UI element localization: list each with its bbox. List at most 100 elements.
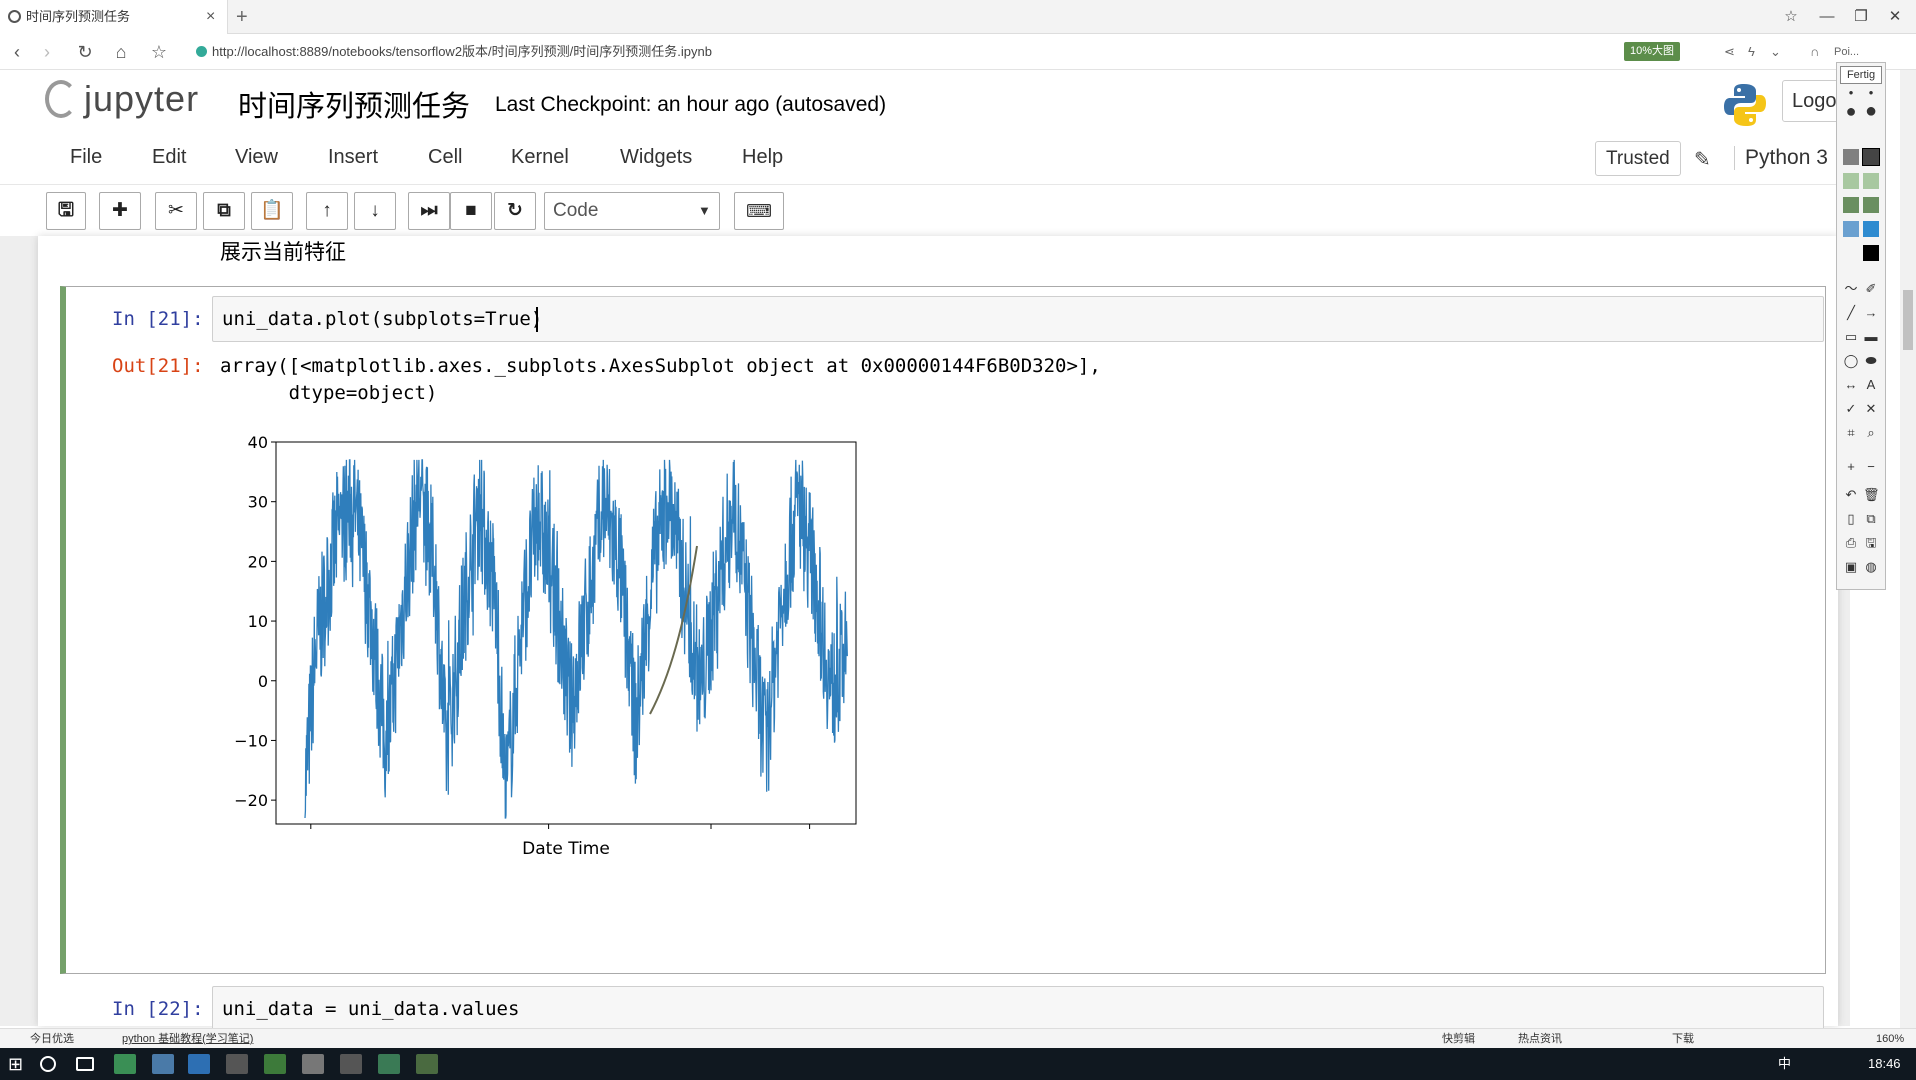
color-swatch-blue[interactable] — [1863, 221, 1879, 237]
task-view-icon[interactable] — [76, 1057, 94, 1071]
copy-button[interactable]: ⧉ — [203, 192, 245, 230]
taskbar-app-icon[interactable] — [416, 1054, 438, 1074]
filled-rectangle-tool-icon[interactable]: ▬ — [1864, 329, 1878, 344]
menu-file[interactable]: File — [70, 146, 103, 168]
arrow-tool-icon[interactable]: → — [1864, 305, 1878, 320]
reload-icon[interactable]: ↻ — [77, 42, 93, 62]
share-icon[interactable]: ⋖ — [1724, 44, 1735, 59]
cut-button[interactable]: ✂ — [155, 192, 197, 230]
color-swatch-black[interactable] — [1863, 245, 1879, 261]
add-cell-button[interactable]: ✚ — [99, 192, 141, 230]
jupyter-logo-icon[interactable] — [45, 80, 77, 118]
move-up-button[interactable]: ↑ — [306, 192, 348, 230]
kernel-name[interactable]: Python 3 — [1734, 146, 1828, 170]
python-tutorial-link[interactable]: python 基础教程(学习笔记) — [122, 1033, 254, 1045]
taskbar-app-icon[interactable] — [340, 1054, 362, 1074]
medium-dot-icon[interactable]: ● — [1845, 101, 1857, 121]
restore-button[interactable]: ❐ — [1854, 8, 1868, 25]
site-info-icon[interactable] — [196, 46, 207, 57]
new-page-icon[interactable]: ▯ — [1847, 511, 1855, 526]
bookmark-star-icon[interactable]: ☆ — [150, 42, 168, 62]
taskbar-app-explorer-icon[interactable] — [152, 1054, 174, 1074]
print-icon[interactable]: ⎙ — [1845, 535, 1857, 550]
browser-tab[interactable]: 时间序列预测任务 — [0, 0, 228, 34]
cell-type-select[interactable]: Code — [544, 192, 720, 230]
new-tab-button[interactable]: + — [236, 6, 248, 28]
color-swatch-green[interactable] — [1863, 197, 1879, 213]
code-input-21[interactable] — [212, 296, 1824, 342]
globe-icon[interactable]: ◍ — [1865, 559, 1877, 574]
menu-edit[interactable]: Edit — [152, 146, 187, 168]
freehand-pen-icon[interactable]: 〜 — [1844, 281, 1858, 296]
taskbar-app-browser-icon[interactable] — [114, 1054, 136, 1074]
profile-text[interactable]: Poi... — [1834, 46, 1860, 58]
back-icon[interactable]: ‹ — [14, 42, 20, 62]
menu-view[interactable]: View — [235, 146, 278, 168]
menu-cell[interactable]: Cell — [428, 146, 463, 168]
favorites-icon[interactable]: ☆ — [1784, 8, 1798, 25]
text-tool-icon[interactable]: A — [1866, 377, 1876, 392]
rectangle-tool-icon[interactable]: ▭ — [1844, 329, 1858, 344]
small-dot-icon[interactable]: • — [1868, 85, 1874, 100]
close-window-button[interactable]: ✕ — [1888, 8, 1902, 25]
status-item-0[interactable]: 快剪辑 — [1442, 1033, 1475, 1045]
restart-button[interactable]: ↻ — [494, 192, 536, 230]
paste-button[interactable]: 📋 — [251, 192, 293, 230]
cross-tool-icon[interactable]: ✕ — [1865, 401, 1877, 416]
color-swatch-light-blue[interactable] — [1843, 221, 1859, 237]
small-dot-icon[interactable]: • — [1848, 85, 1854, 100]
menu-widgets[interactable]: Widgets — [620, 146, 693, 168]
menu-kernel[interactable]: Kernel — [511, 146, 569, 168]
search-icon[interactable] — [40, 1056, 56, 1072]
image-icon[interactable]: ▣ — [1844, 559, 1858, 574]
windows-start-icon[interactable]: ⊞ — [8, 1054, 24, 1074]
minimize-button[interactable]: — — [1819, 8, 1835, 25]
color-swatch-light-green[interactable] — [1843, 173, 1859, 189]
eraser-icon[interactable]: ✐ — [1865, 281, 1877, 296]
save-disk-icon[interactable]: 🖫 — [1865, 535, 1877, 550]
code-input-22[interactable] — [212, 986, 1824, 1032]
code-cell-selected[interactable] — [60, 286, 1826, 974]
taskbar-app-icon[interactable] — [264, 1054, 286, 1074]
filled-ellipse-tool-icon[interactable]: ⬬ — [1865, 353, 1877, 368]
status-item-1[interactable]: 热点资讯 — [1518, 1033, 1562, 1045]
taskbar-app-icon[interactable] — [302, 1054, 324, 1074]
interrupt-button[interactable]: ■ — [450, 192, 492, 230]
color-swatch-gray[interactable] — [1843, 149, 1859, 165]
taskbar-app-icon[interactable] — [378, 1054, 400, 1074]
scrollbar-thumb[interactable] — [1903, 290, 1913, 350]
taskbar-clock[interactable]: 18:46 — [1868, 1056, 1901, 1071]
line-tool-icon[interactable]: ╱ — [1847, 305, 1855, 320]
undo-icon[interactable]: ↶ — [1845, 487, 1857, 502]
zoom-level[interactable]: 160% — [1876, 1033, 1905, 1045]
minus-icon[interactable]: − — [1867, 459, 1875, 474]
plus-icon[interactable]: + — [1847, 459, 1855, 474]
code-text-21[interactable]: uni_data.plot(subplots=True) — [222, 308, 543, 330]
trusted-indicator[interactable]: Trusted — [1595, 141, 1681, 176]
ellipse-tool-icon[interactable]: ◯ — [1843, 353, 1859, 368]
color-swatch-green[interactable] — [1843, 197, 1859, 213]
input-method-indicator[interactable]: 中 — [1778, 1056, 1792, 1071]
keyboard-shortcuts-button[interactable]: ⌨ — [734, 192, 784, 230]
copy-page-icon[interactable]: ⧉ — [1866, 511, 1876, 526]
headphones-icon[interactable]: ∩ — [1810, 44, 1820, 59]
trash-icon[interactable]: 🗑 — [1863, 487, 1880, 502]
status-item-2[interactable]: 下载 — [1672, 1033, 1694, 1045]
lightning-icon[interactable]: ϟ — [1748, 44, 1755, 59]
taskbar-app-icon[interactable] — [188, 1054, 210, 1074]
forward-icon[interactable]: › — [44, 42, 50, 62]
menu-help[interactable]: Help — [742, 146, 784, 168]
code-text-22[interactable]: uni_data = uni_data.values — [222, 998, 520, 1020]
zoom-tool-icon[interactable]: ⌕ — [1867, 425, 1875, 440]
double-arrow-tool-icon[interactable]: ↔ — [1844, 377, 1858, 392]
run-button[interactable]: ⏭ — [408, 192, 450, 230]
color-swatch-dark-selected[interactable] — [1862, 148, 1880, 166]
tab-close-icon[interactable]: × — [206, 8, 216, 25]
home-icon[interactable]: ⌂ — [115, 42, 127, 62]
check-tool-icon[interactable]: ✓ — [1845, 401, 1857, 416]
url-field[interactable]: http://localhost:8889/notebooks/tensorfl… — [212, 44, 712, 59]
taskbar-app-icon[interactable] — [226, 1054, 248, 1074]
vertical-scrollbar[interactable] — [1900, 70, 1916, 1030]
daily-picks-link[interactable]: 今日优选 — [30, 1033, 74, 1045]
notebook-title[interactable]: 时间序列预测任务 — [238, 91, 471, 123]
